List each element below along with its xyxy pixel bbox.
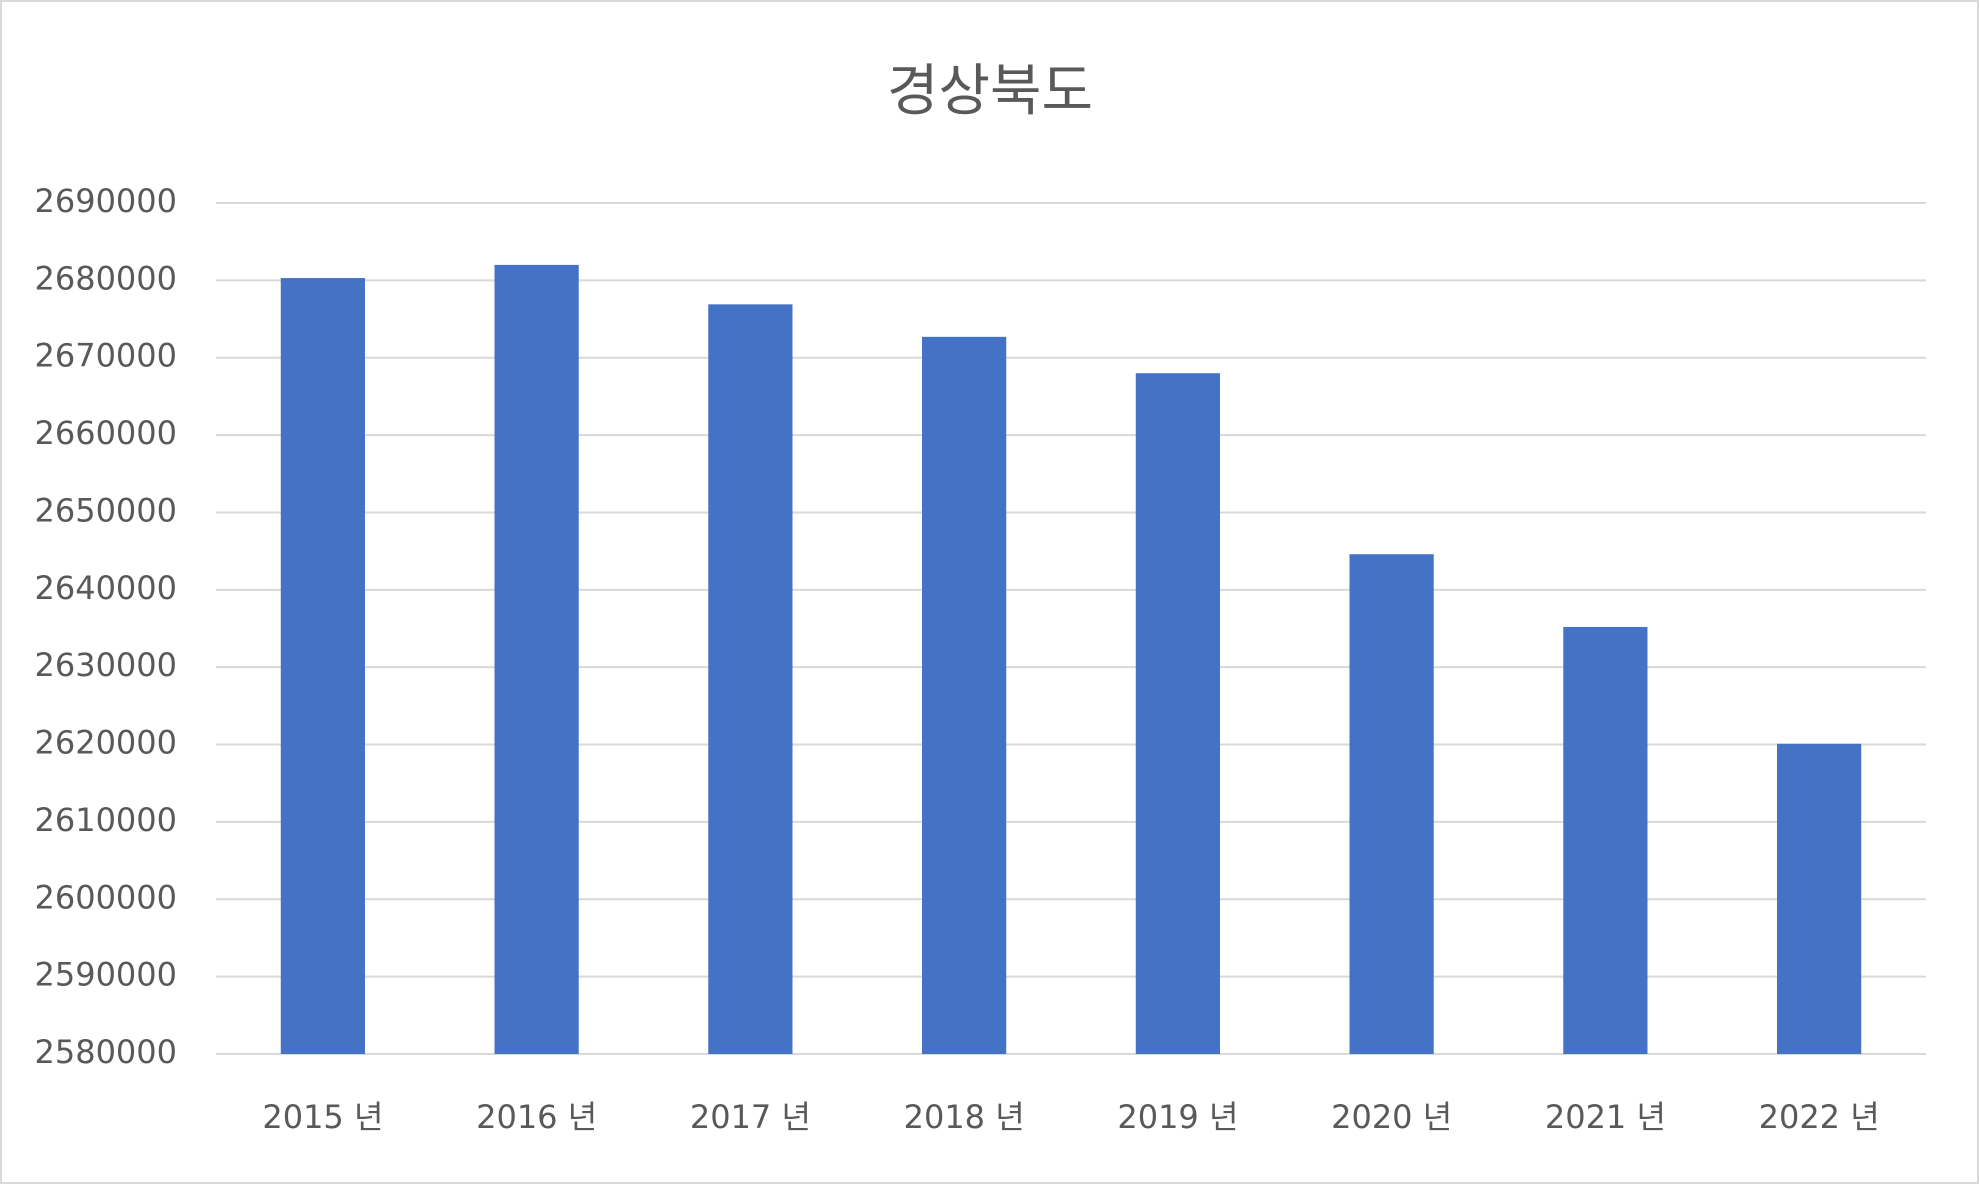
bar [1563, 626, 1648, 1054]
x-tick-label: 2018 년 [904, 1098, 1025, 1136]
x-tick-label: 2015 년 [262, 1098, 383, 1136]
y-tick-label: 2590000 [34, 956, 177, 994]
y-tick-label: 2580000 [34, 1033, 177, 1071]
x-tick-label: 2021 년 [1545, 1098, 1666, 1136]
y-tick-label: 2610000 [34, 801, 177, 839]
bar [922, 336, 1007, 1054]
bar [494, 264, 579, 1055]
y-tick-label: 2620000 [34, 724, 177, 762]
bar [1349, 554, 1434, 1054]
bar [1135, 373, 1220, 1054]
y-tick-label: 2640000 [34, 569, 177, 607]
bar [708, 304, 793, 1054]
x-tick-label: 2017 년 [690, 1098, 811, 1136]
y-tick-label: 2680000 [34, 259, 177, 297]
x-tick-label: 2022 년 [1759, 1098, 1880, 1136]
y-tick-label: 2650000 [34, 491, 177, 529]
y-tick-label: 2660000 [34, 414, 177, 452]
x-tick-label: 2019 년 [1117, 1098, 1238, 1136]
x-tick-label: 2020 년 [1331, 1098, 1452, 1136]
y-tick-label: 2670000 [34, 337, 177, 375]
bar [280, 278, 365, 1054]
y-tick-label: 2600000 [34, 878, 177, 916]
chart-title: 경상북도 [887, 59, 1093, 124]
y-tick-label: 2630000 [34, 646, 177, 684]
y-tick-label: 2690000 [34, 182, 177, 220]
bar [1777, 743, 1862, 1054]
x-tick-label: 2016 년 [476, 1098, 597, 1136]
